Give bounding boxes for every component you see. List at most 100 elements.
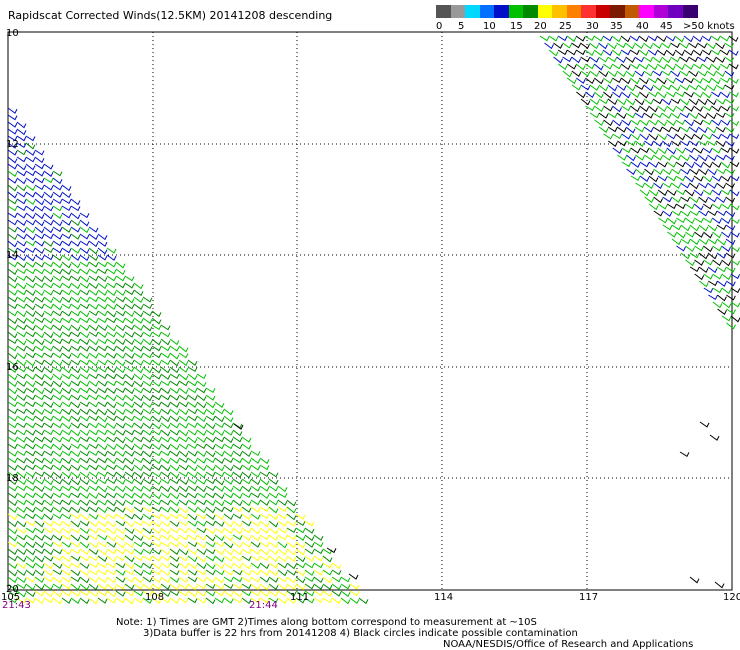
wind-barb bbox=[115, 345, 126, 352]
wind-barb bbox=[268, 513, 279, 521]
wind-barb bbox=[679, 112, 690, 119]
wind-barb bbox=[43, 450, 54, 457]
wind-barb bbox=[43, 415, 54, 422]
wind-barb bbox=[70, 457, 81, 464]
wind-barb bbox=[178, 534, 189, 541]
wind-barb bbox=[187, 415, 198, 422]
wind-barb bbox=[178, 548, 189, 556]
wind-barb bbox=[730, 301, 740, 308]
wind-barb bbox=[133, 520, 144, 527]
wind-barb bbox=[214, 415, 225, 423]
wind-barb bbox=[187, 464, 198, 472]
wind-barb bbox=[196, 471, 207, 479]
wind-barb bbox=[693, 147, 704, 154]
wind-barb bbox=[133, 464, 144, 472]
wind-barb bbox=[25, 142, 36, 150]
wind-barb bbox=[34, 597, 45, 605]
wind-barb bbox=[710, 63, 721, 71]
wind-barb bbox=[142, 485, 153, 492]
wind-barb bbox=[729, 133, 740, 140]
wind-barb bbox=[106, 359, 117, 366]
wind-barb bbox=[205, 499, 216, 506]
wind-barb bbox=[187, 443, 198, 450]
wind-barb bbox=[88, 450, 99, 457]
wind-barb bbox=[7, 324, 18, 331]
wind-barb bbox=[598, 56, 609, 63]
wind-barb bbox=[7, 373, 18, 381]
wind-barb bbox=[277, 597, 288, 604]
wind-barb bbox=[79, 352, 90, 359]
wind-barb bbox=[598, 98, 609, 105]
wind-barb bbox=[680, 238, 691, 245]
wind-barb bbox=[79, 583, 90, 591]
wind-barb bbox=[214, 450, 225, 457]
wind-barb bbox=[160, 422, 171, 430]
wind-barb bbox=[106, 408, 117, 416]
wind-barb bbox=[232, 548, 243, 556]
wind-barb bbox=[79, 338, 90, 345]
wind-barb bbox=[286, 569, 297, 576]
wind-barb bbox=[657, 203, 668, 210]
wind-barb bbox=[7, 401, 18, 408]
wind-barb bbox=[715, 42, 725, 50]
wind-barb bbox=[169, 345, 180, 352]
wind-barb bbox=[653, 168, 663, 175]
wind-barb bbox=[160, 548, 171, 556]
wind-barb bbox=[124, 422, 135, 429]
longitude-label: 114 bbox=[434, 592, 454, 603]
wind-barb bbox=[151, 450, 162, 457]
wind-barb bbox=[639, 119, 650, 126]
wind-barb bbox=[169, 520, 180, 528]
wind-barb bbox=[16, 142, 27, 149]
wind-barb bbox=[142, 520, 153, 527]
wind-barb bbox=[7, 198, 18, 205]
wind-barb bbox=[151, 345, 162, 352]
wind-barb bbox=[653, 196, 664, 204]
wind-barb bbox=[698, 266, 709, 274]
wind-barb bbox=[169, 401, 180, 408]
wind-barb bbox=[106, 429, 117, 436]
wind-barb bbox=[205, 429, 216, 436]
wind-barb bbox=[702, 77, 712, 84]
wind-barb bbox=[169, 506, 180, 514]
wind-barb bbox=[25, 555, 36, 563]
wind-barb bbox=[720, 175, 731, 182]
wind-barb bbox=[106, 506, 117, 513]
wind-barb bbox=[106, 387, 117, 394]
wind-barb bbox=[707, 210, 718, 217]
wind-barb bbox=[142, 506, 153, 513]
wind-barb bbox=[666, 217, 677, 225]
wind-barb bbox=[699, 421, 710, 428]
wind-barb bbox=[616, 126, 627, 133]
wind-barb bbox=[720, 105, 730, 112]
wind-barb bbox=[232, 436, 243, 443]
wind-barb bbox=[689, 182, 699, 190]
wind-barb bbox=[322, 597, 333, 604]
wind-barb bbox=[160, 450, 171, 457]
wind-barb bbox=[70, 555, 81, 562]
wind-barb bbox=[693, 105, 703, 112]
wind-barb bbox=[151, 492, 162, 500]
wind-barb bbox=[124, 387, 135, 395]
wind-barb bbox=[34, 471, 45, 478]
wind-barb bbox=[151, 485, 162, 492]
wind-barb bbox=[97, 275, 108, 283]
wind-barb bbox=[124, 485, 135, 492]
wind-barb bbox=[25, 450, 36, 457]
wind-barb bbox=[643, 70, 654, 77]
wind-barb bbox=[133, 338, 144, 346]
wind-barb bbox=[277, 492, 288, 499]
wind-barb bbox=[214, 513, 225, 521]
latitude-label: 18 bbox=[6, 473, 19, 484]
wind-barb bbox=[683, 49, 694, 56]
wind-barb bbox=[639, 147, 650, 154]
wind-barb bbox=[25, 345, 36, 352]
wind-barb bbox=[675, 147, 686, 154]
wind-barb bbox=[79, 534, 90, 541]
wind-barb bbox=[70, 478, 81, 486]
wind-barb bbox=[160, 555, 171, 562]
wind-barb bbox=[223, 485, 234, 493]
wind-barb bbox=[25, 331, 36, 338]
wind-barb bbox=[43, 394, 54, 401]
wind-barb bbox=[115, 317, 126, 324]
